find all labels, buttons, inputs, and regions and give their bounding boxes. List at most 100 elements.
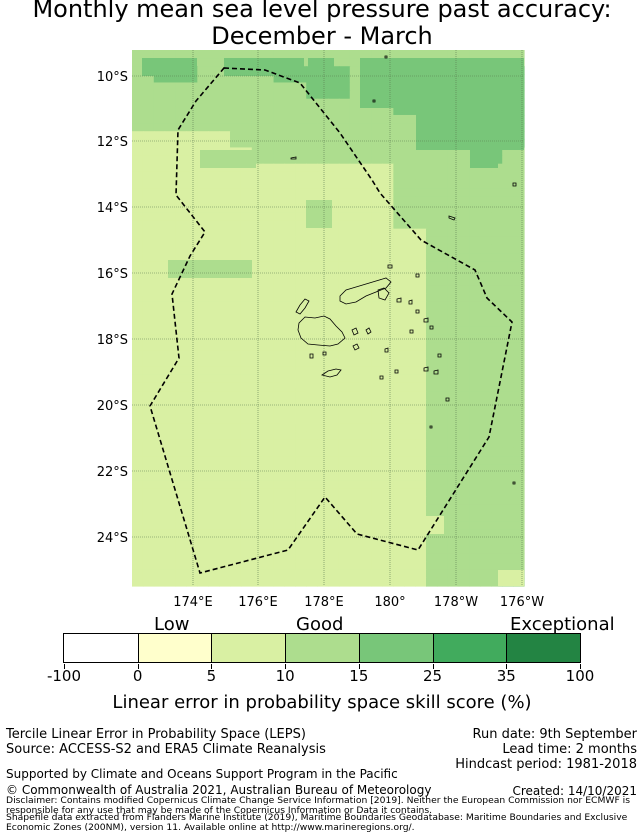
- skill-cell: [251, 488, 264, 498]
- skill-cell: [447, 496, 460, 506]
- skill-cell: [338, 50, 351, 59]
- skill-cell: [436, 244, 449, 254]
- skill-cell: [186, 220, 198, 230]
- skill-cell: [142, 106, 155, 116]
- skill-cell: [513, 415, 525, 425]
- skill-cell: [317, 326, 329, 335]
- skill-cell: [219, 431, 231, 441]
- skill-cell: [186, 204, 198, 214]
- skill-cell: [513, 529, 525, 538]
- skill-cell: [208, 188, 220, 197]
- skill-cell: [458, 253, 471, 262]
- skill-cell: [328, 163, 340, 173]
- skill-cell: [295, 253, 307, 262]
- skill-cell: [208, 204, 220, 214]
- skill-cell: [447, 391, 460, 400]
- skill-cell: [273, 253, 286, 262]
- skill-cell: [132, 334, 144, 343]
- island-rotuma: [290, 156, 297, 160]
- skill-cell: [262, 456, 275, 465]
- skill-cell: [338, 220, 351, 230]
- skill-cell: [164, 147, 177, 157]
- skill-cell: [230, 114, 242, 124]
- skill-cell: [436, 407, 449, 417]
- skill-cell: [436, 220, 449, 230]
- skill-cell: [208, 561, 220, 571]
- skill-cell: [393, 504, 405, 514]
- skill-cell: [153, 163, 166, 173]
- skill-cell: [208, 577, 220, 587]
- skill-cell: [251, 220, 264, 230]
- skill-cell: [164, 196, 177, 205]
- skill-cell: [175, 569, 188, 579]
- skill-cell: [230, 472, 242, 482]
- skill-cell: [371, 342, 384, 352]
- skill-cell: [306, 326, 318, 335]
- skill-cell: [328, 326, 340, 335]
- skill-cell: [393, 439, 405, 449]
- skill-cell: [240, 212, 253, 222]
- skill-cell: [338, 391, 351, 400]
- skill-cell: [480, 350, 492, 360]
- skill-cell: [240, 423, 253, 433]
- skill-cell: [393, 472, 405, 482]
- skill-cell: [404, 545, 416, 555]
- skill-cell: [382, 188, 394, 197]
- skill-cell: [317, 512, 329, 522]
- skill-cell: [153, 220, 166, 230]
- skill-cell: [447, 228, 460, 238]
- skill-cell: [513, 431, 525, 441]
- skill-cell: [175, 147, 188, 157]
- skill-cell: [153, 204, 166, 214]
- skill-cell: [273, 447, 286, 457]
- skill-cell: [349, 423, 362, 433]
- skill-cell: [447, 220, 460, 230]
- skill-cell: [371, 293, 384, 303]
- skill-cell: [240, 131, 253, 140]
- skill-cell: [219, 277, 231, 287]
- island-lau-7: [384, 347, 389, 353]
- skill-cell: [295, 399, 307, 408]
- skill-cell: [219, 391, 231, 400]
- skill-cell: [186, 399, 198, 408]
- skill-cell: [295, 350, 307, 360]
- skill-cell: [317, 358, 329, 368]
- skill-cell: [349, 431, 362, 441]
- skill-cell: [240, 399, 253, 408]
- skill-cell: [132, 155, 144, 165]
- skill-cell: [491, 261, 503, 270]
- skill-cell: [502, 228, 514, 238]
- skill-cell: [230, 464, 242, 473]
- skill-cell: [273, 269, 286, 278]
- skill-cell: [447, 277, 460, 287]
- skill-cell: [230, 123, 242, 132]
- skill-cell: [230, 537, 242, 546]
- skill-cell: [295, 472, 307, 482]
- skill-cell: [415, 163, 427, 173]
- skill-cell: [360, 358, 373, 368]
- skill-cell: [393, 131, 405, 140]
- skill-cell: [491, 171, 503, 181]
- skill-cell: [153, 171, 166, 181]
- skill-cell: [252, 570, 388, 586]
- skill-cell: [186, 318, 198, 327]
- skill-cell: [153, 123, 166, 132]
- skill-cell: [447, 456, 460, 465]
- skill-cell: [469, 464, 482, 473]
- skill-cell: [273, 301, 286, 311]
- skill-cell: [480, 439, 492, 449]
- skill-cell: [426, 228, 438, 238]
- skill-cell: [132, 456, 144, 465]
- skill-cell: [132, 50, 144, 59]
- skill-cell: [426, 277, 438, 287]
- skill-cell: [153, 114, 166, 124]
- skill-cell: [132, 293, 144, 303]
- skill-cell: [197, 561, 209, 571]
- skill-cell: [415, 155, 427, 165]
- skill-cell: [436, 358, 449, 368]
- skill-cell: [208, 447, 220, 457]
- skill-cell: [164, 423, 177, 433]
- skill-cell: [436, 277, 449, 287]
- skill-cell: [208, 196, 220, 205]
- skill-cell: [328, 139, 340, 149]
